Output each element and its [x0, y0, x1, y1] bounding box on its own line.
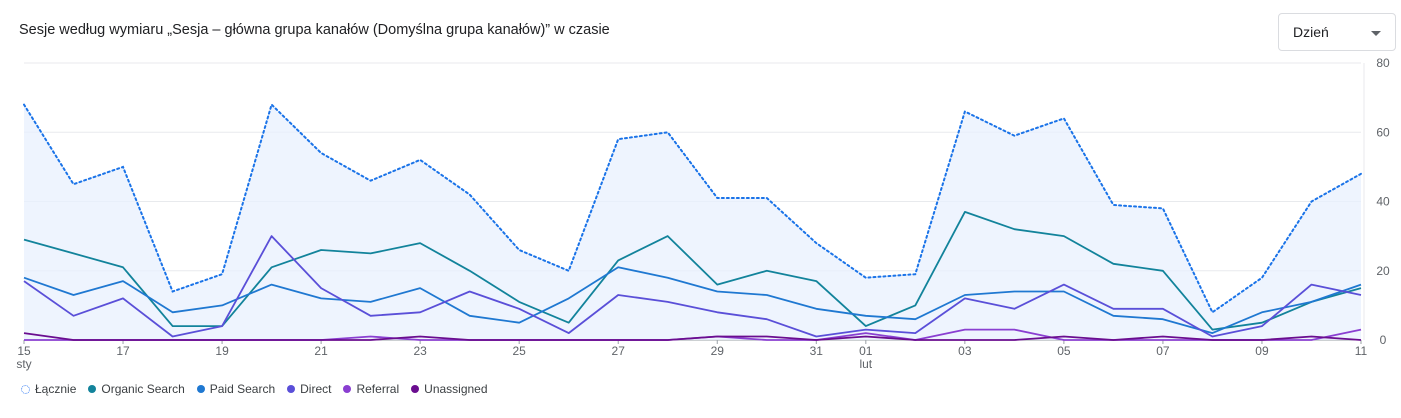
x-tick-label: 09	[1255, 344, 1269, 358]
legend-label: Direct	[300, 382, 332, 396]
x-tick-label: 25	[513, 344, 527, 358]
legend-swatch	[196, 385, 205, 393]
legend-item[interactable]: Łącznie	[21, 382, 76, 396]
y-tick-label: 80	[1376, 56, 1390, 70]
legend-label: Paid Search	[209, 382, 276, 396]
series-line-paid-search	[23, 266, 1362, 334]
x-month-label: sty	[16, 357, 31, 371]
period-dropdown-value: Dzień	[1293, 24, 1329, 40]
x-tick-label: 19	[215, 344, 229, 358]
legend-item[interactable]: Organic Search	[88, 382, 185, 396]
x-tick-label: 23	[413, 344, 427, 358]
x-tick-label: 07	[1156, 344, 1170, 358]
legend-item[interactable]: Direct	[287, 382, 331, 396]
legend-label: Organic Search	[101, 382, 185, 396]
chart-legend: Łącznie Organic Search Paid Search Direct Re…	[21, 382, 500, 396]
chart-title: Sesje według wymiaru „Sesja – główna gru…	[19, 22, 610, 38]
legend-label: Referral	[356, 382, 400, 396]
legend-item[interactable]: Unassigned	[411, 382, 488, 396]
legend-item[interactable]: Referral	[343, 382, 399, 396]
legend-swatch	[287, 385, 296, 393]
series-line-unassigned	[23, 332, 1362, 341]
x-tick-label: 03	[958, 344, 972, 358]
x-tick-label: 05	[1057, 344, 1071, 358]
series-line-direct	[23, 235, 1362, 338]
y-tick-label: 60	[1376, 125, 1390, 139]
x-tick-label: 11	[1355, 344, 1368, 358]
legend-label: Unassigned	[424, 382, 488, 396]
y-tick-label: 0	[1380, 333, 1387, 347]
x-tick-label: 01	[859, 344, 873, 358]
series-line-total	[23, 102, 1362, 314]
x-tick-label: 21	[314, 344, 328, 358]
x-month-label: lut	[859, 357, 872, 371]
legend-swatch	[343, 385, 352, 393]
x-tick-label: 29	[711, 344, 725, 358]
x-tick-label: 15	[17, 344, 31, 358]
legend-swatch	[88, 385, 97, 393]
x-tick-label: 31	[810, 344, 824, 358]
total-area	[24, 104, 1361, 340]
y-tick-label: 20	[1376, 264, 1390, 278]
legend-label: Łącznie	[35, 382, 77, 396]
legend-item[interactable]: Paid Search	[196, 382, 276, 396]
legend-swatch	[21, 384, 30, 394]
period-dropdown[interactable]: Dzień	[1278, 13, 1396, 51]
chevron-down-icon	[1371, 31, 1381, 36]
legend-swatch	[411, 385, 420, 393]
x-tick-label: 17	[116, 344, 130, 358]
y-tick-label: 40	[1376, 195, 1390, 209]
x-tick-label: 27	[612, 344, 626, 358]
series-line-organic-search	[23, 211, 1362, 331]
